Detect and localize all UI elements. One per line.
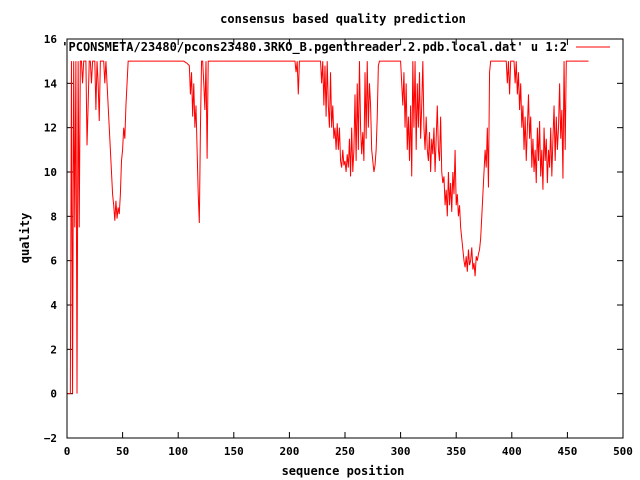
x-tick-label: 350 [446, 445, 466, 458]
x-tick-label: 400 [502, 445, 522, 458]
y-tick-label: 2 [50, 343, 57, 356]
x-tick-label: 0 [64, 445, 71, 458]
plot-frame [66, 38, 624, 439]
y-tick-label: 10 [44, 166, 57, 179]
legend-entry-label: 'PCONSMETA/23480/pcons23480.3RKO_B.pgent… [61, 40, 567, 55]
x-tick-label: 200 [279, 445, 299, 458]
x-tick-label: 50 [116, 445, 129, 458]
y-tick-label: 16 [44, 33, 58, 46]
y-tick-label: 4 [50, 299, 57, 312]
y-tick-label: 14 [44, 77, 58, 90]
series-line-0 [68, 60, 589, 395]
y-axis-label: quality [18, 213, 32, 264]
legend: 'PCONSMETA/23480/pcons23480.3RKO_B.pgent… [61, 40, 610, 55]
x-tick-label: 250 [335, 445, 355, 458]
x-tick-label: 450 [557, 445, 577, 458]
series-layer [68, 60, 589, 395]
y-tick-label: 12 [44, 122, 57, 135]
y-axis-ticks: −2 0 2 4 6 8 10 12 14 16 [44, 33, 623, 445]
x-tick-label: 300 [391, 445, 411, 458]
x-axis-ticks: 0 50 100 150 200 250 300 350 400 450 500 [64, 39, 633, 458]
y-tick-label: 8 [50, 210, 57, 223]
y-tick-label: −2 [44, 432, 57, 445]
y-tick-label: 6 [50, 255, 57, 268]
y-tick-label: 0 [50, 388, 57, 401]
x-tick-label: 100 [168, 445, 188, 458]
chart-title: consensus based quality prediction [220, 12, 466, 26]
x-tick-label: 150 [224, 445, 244, 458]
x-axis-label: sequence position [282, 464, 405, 478]
x-tick-label: 500 [613, 445, 633, 458]
